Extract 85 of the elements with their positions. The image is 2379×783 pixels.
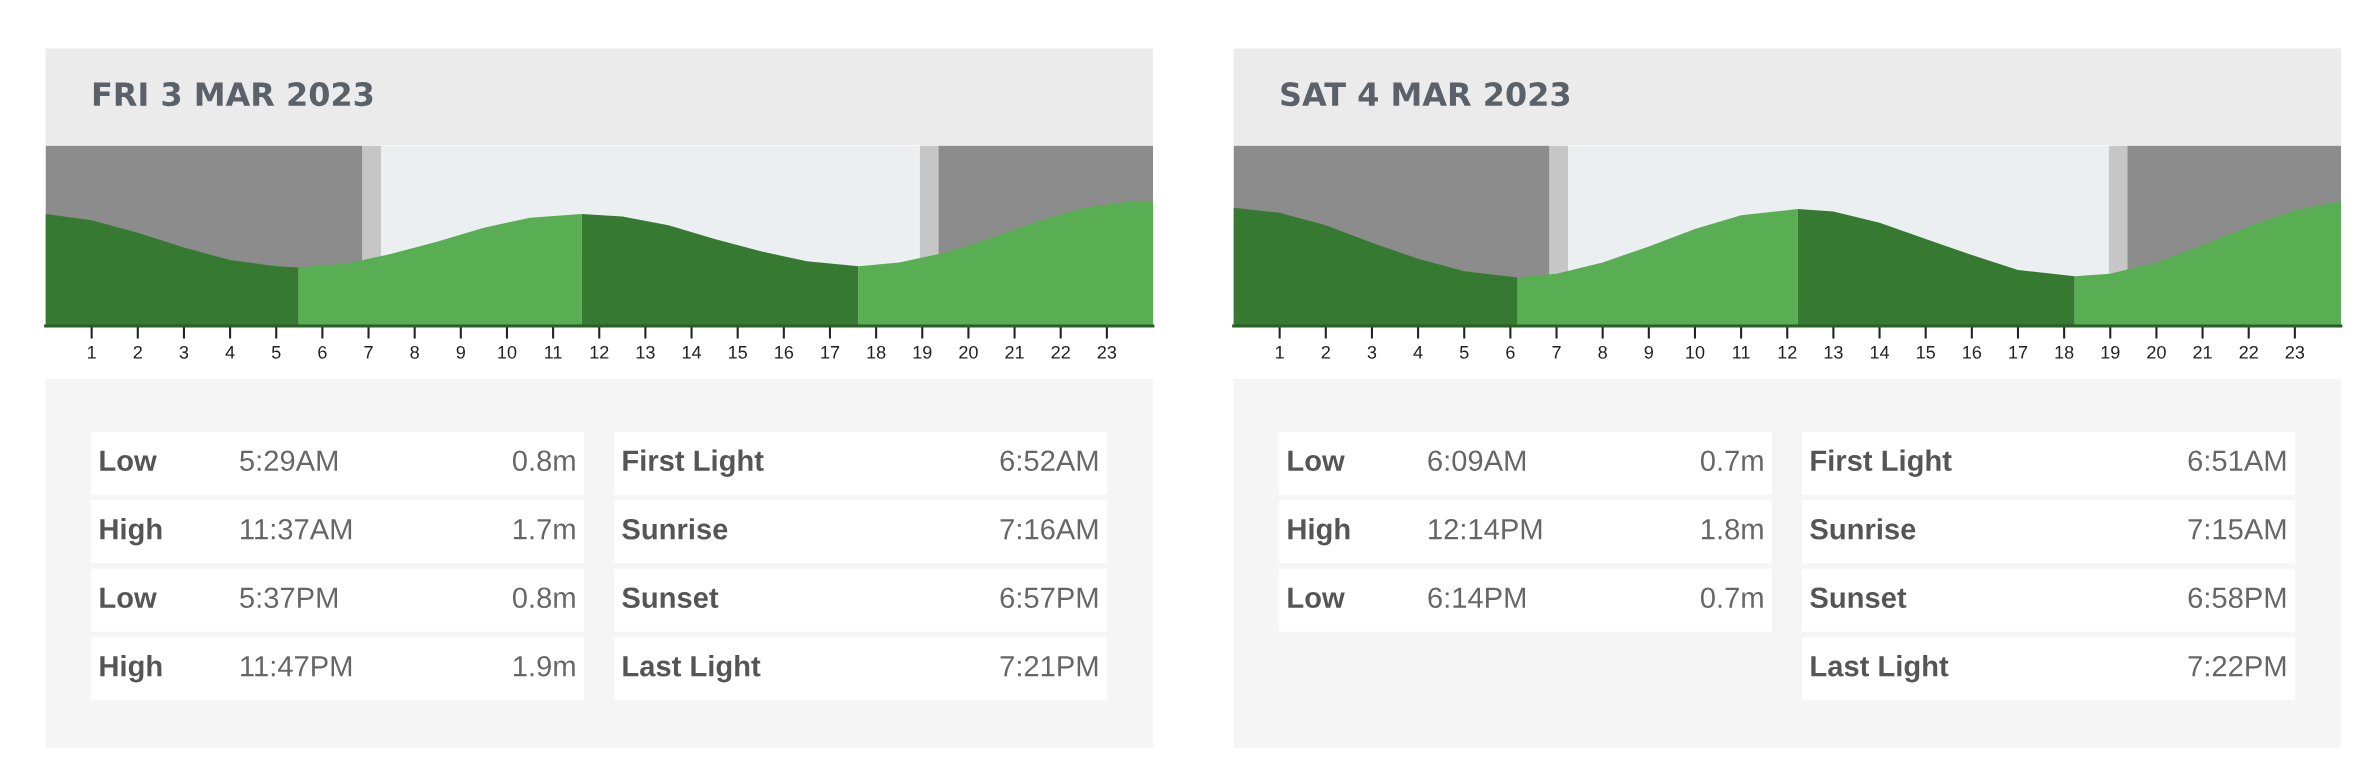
- x-tick-label: 16: [1963, 345, 1982, 359]
- text: Last Light: [1811, 655, 1949, 683]
- text: 1.8m: [1701, 518, 1763, 540]
- text: 7:21PM: [1000, 655, 1098, 677]
- text: 6:57PM: [1000, 587, 1098, 609]
- x-tick-label: 7: [364, 346, 373, 359]
- x-tick-label: 23: [1097, 345, 1117, 359]
- x-tick-label: 3: [179, 345, 189, 359]
- text: High: [1288, 518, 1350, 546]
- x-tick-label: 15: [729, 346, 747, 359]
- x-tick-label: 15: [1917, 346, 1935, 359]
- text: 0.7m: [1700, 587, 1763, 609]
- x-tick-label: 23: [2285, 345, 2305, 359]
- text: 5:29AM: [240, 450, 338, 472]
- x-tick-label: 11: [545, 346, 562, 359]
- x-tick-label: 13: [1824, 345, 1843, 359]
- text: 0.8m: [512, 450, 575, 472]
- chart-title: SAT 4 MAR 2023: [1281, 82, 1570, 107]
- x-tick-label: 16: [775, 345, 794, 359]
- text: 0.7m: [1700, 450, 1763, 472]
- chart-title: FRI 3 MAR 2023: [93, 82, 373, 107]
- x-tick-label: 2: [133, 345, 142, 359]
- x-tick-label: 8: [410, 345, 419, 359]
- x-tick-label: 6: [1506, 345, 1515, 359]
- x-tick-label: 17: [2009, 346, 2028, 359]
- text: Sunset: [622, 587, 719, 609]
- text: 0.8m: [512, 587, 575, 609]
- text: Low: [100, 450, 157, 472]
- x-tick-label: 1: [1276, 346, 1284, 359]
- x-tick-label: 2: [1321, 345, 1330, 359]
- text: 6:09AM: [1428, 450, 1526, 472]
- text: 1.7m: [513, 519, 575, 540]
- text: 12:14PM: [1429, 518, 1542, 540]
- x-tick-label: 21: [2193, 345, 2212, 359]
- x-tick-label: 12: [590, 345, 609, 359]
- text: 6:51AM: [2188, 450, 2286, 472]
- x-tick-label: 20: [959, 345, 978, 359]
- x-tick-label: 3: [1367, 345, 1377, 359]
- x-tick-label: 20: [2147, 345, 2166, 359]
- text: Low: [1288, 587, 1345, 609]
- x-tick-label: 4: [225, 346, 235, 359]
- x-tick-label: 18: [2055, 345, 2074, 359]
- text: Sunrise: [622, 518, 728, 540]
- x-tick-label: 19: [913, 345, 932, 359]
- x-tick-label: 8: [1598, 345, 1607, 359]
- x-tick-label: 14: [1870, 346, 1890, 359]
- text: High: [100, 518, 162, 546]
- text: Sunset: [1810, 587, 1907, 609]
- x-tick-label: 10: [1686, 345, 1705, 359]
- text: 11:47PM: [241, 656, 352, 677]
- x-tick-label: 7: [1552, 346, 1561, 359]
- text: 5:37PM: [240, 587, 338, 609]
- text: 6:14PM: [1428, 587, 1526, 609]
- x-tick-label: 5: [1459, 346, 1469, 359]
- text: 7:22PM: [2188, 655, 2286, 677]
- text: 6:52AM: [1000, 450, 1098, 472]
- x-tick-label: 5: [271, 346, 281, 359]
- x-tick-label: 18: [867, 345, 886, 359]
- text: Sunrise: [1810, 518, 1916, 540]
- x-tick-label: 4: [1413, 346, 1423, 359]
- x-tick-label: 9: [1644, 345, 1653, 359]
- x-tick-label: 22: [1051, 345, 1070, 359]
- x-tick-label: 19: [2101, 345, 2120, 359]
- text: Low: [1288, 450, 1345, 472]
- x-tick-label: 22: [2239, 345, 2258, 359]
- text: Last Light: [623, 655, 761, 683]
- x-tick-label: 13: [636, 345, 655, 359]
- x-tick-label: 12: [1778, 345, 1797, 359]
- text: First Light: [623, 449, 764, 477]
- x-tick-label: 9: [456, 345, 465, 359]
- x-tick-label: 17: [821, 346, 840, 359]
- text: 7:16AM: [1000, 518, 1098, 540]
- x-tick-label: 6: [318, 345, 327, 359]
- x-tick-label: 14: [682, 346, 702, 359]
- text: First Light: [1811, 449, 1952, 477]
- text: 6:58PM: [2188, 587, 2286, 609]
- x-tick-label: 10: [498, 345, 517, 359]
- text: Low: [100, 587, 157, 609]
- x-tick-label: 11: [1733, 346, 1750, 359]
- x-tick-label: 1: [88, 346, 96, 359]
- text: High: [100, 655, 162, 683]
- x-tick-label: 21: [1005, 345, 1024, 359]
- text: 11:37AM: [241, 518, 352, 540]
- text: 7:15AM: [2188, 519, 2286, 540]
- text: 1.9m: [513, 655, 575, 677]
